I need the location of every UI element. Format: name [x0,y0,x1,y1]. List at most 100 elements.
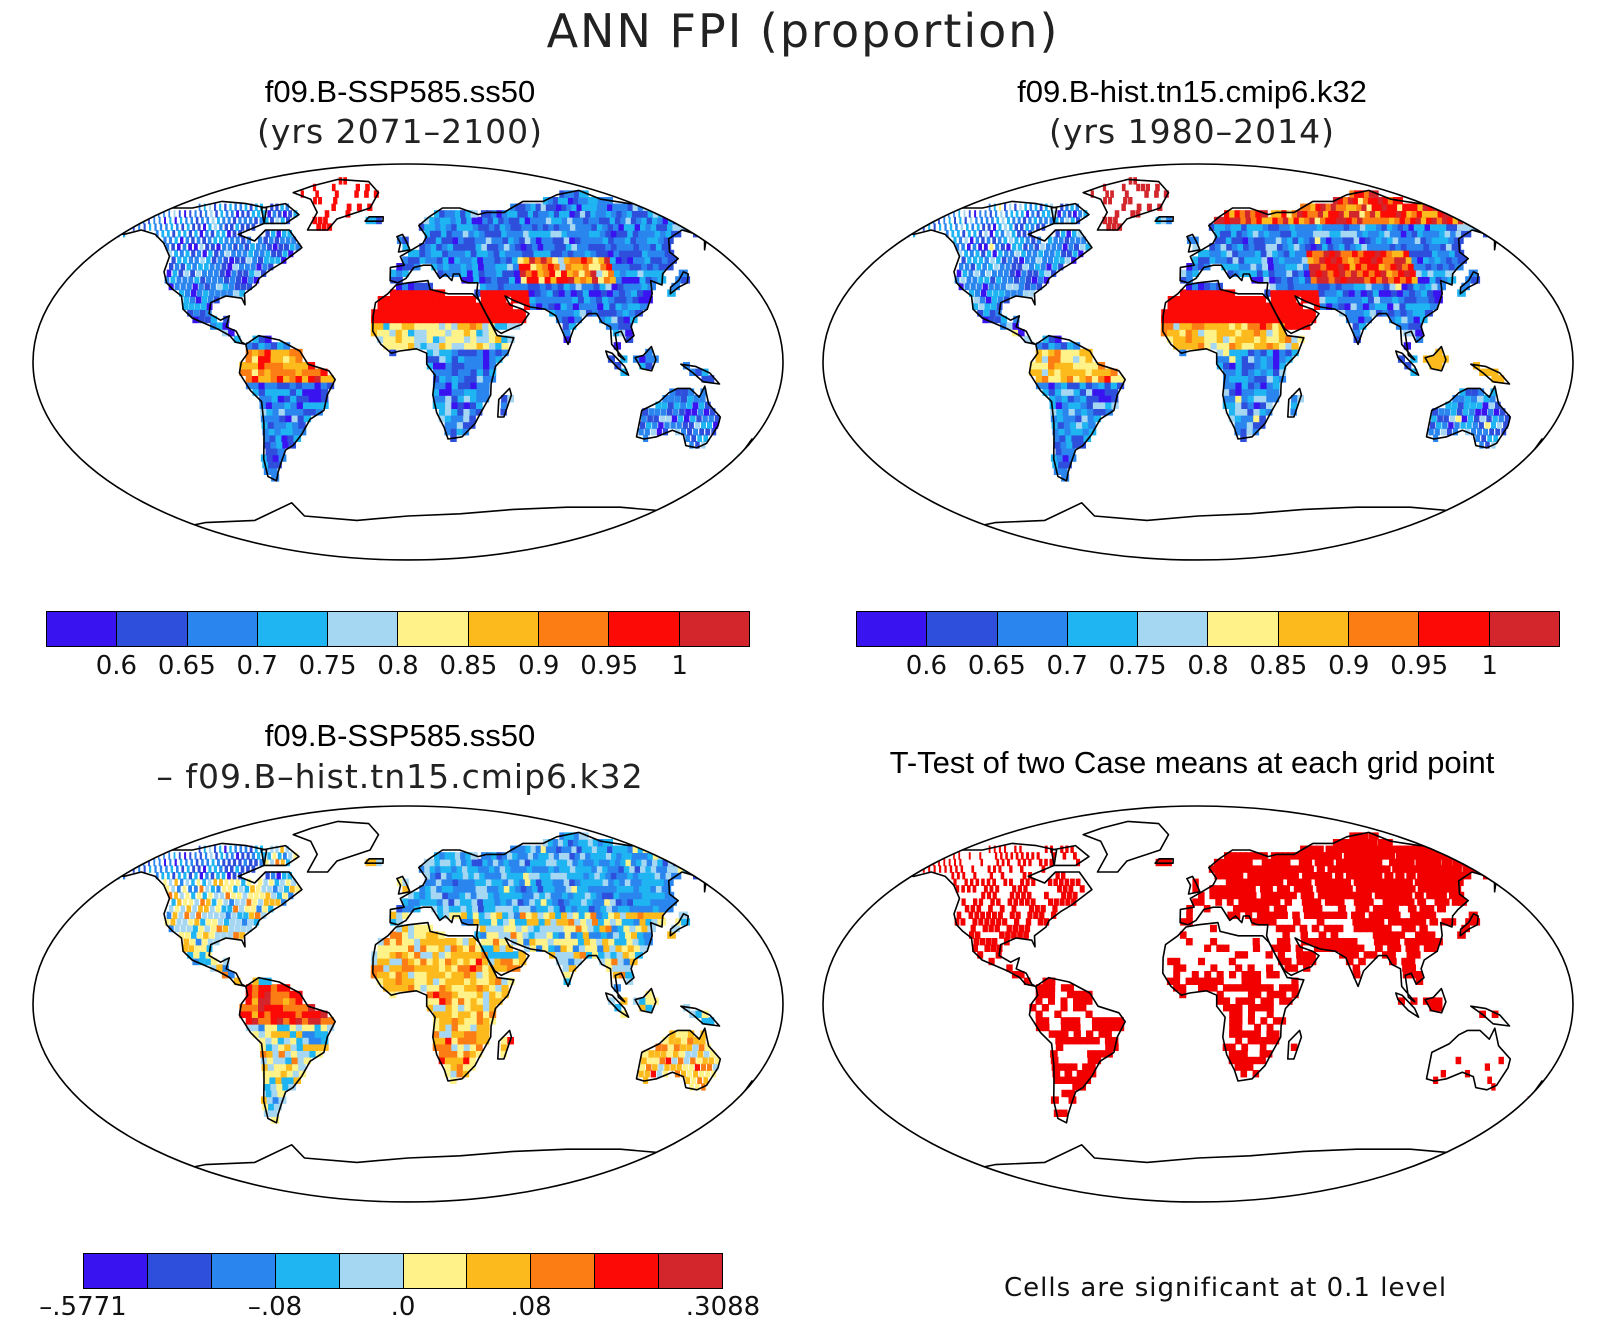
map-grid-cell [694,858,706,867]
map-grid-cell [700,388,707,396]
map-grid-cell [645,276,655,284]
map-grid-cell [246,223,250,231]
map-grid-cell [277,388,285,396]
map-grid-cell [550,249,559,258]
map-grid-cell [694,223,705,231]
map-grid-cell [414,924,421,933]
map-grid-cell [508,276,517,284]
map-grid-cell [922,216,924,225]
map-grid-cell [172,911,178,919]
map-grid-cell [500,1050,507,1058]
map-grid-cell [1029,362,1037,370]
map-grid-cell [177,885,181,893]
map-grid-cell [1247,388,1255,396]
map-grid-cell [1253,414,1260,423]
map-grid-cell [483,1010,490,1018]
map-grid-cell [561,203,571,211]
map-grid-cell [1308,315,1317,324]
map-grid-cell [239,845,243,853]
map-grid-cell [633,243,643,251]
map-grid-cell [592,256,602,264]
map-grid-cell [408,335,415,343]
map-grid-cell [1354,223,1364,231]
map-grid-cell [752,447,756,456]
map-grid-cell [1108,197,1112,205]
map-grid-cell [516,249,525,258]
map-grid-cell [1056,408,1064,416]
map-grid-cell [476,990,484,999]
map-grid-cell [969,216,973,225]
map-grid-cell [665,1056,672,1065]
map-grid-cell [692,401,699,409]
map-grid-cell [685,1050,691,1058]
map-grid-cell [980,269,985,277]
map-grid-cell [1060,342,1068,350]
map-grid-cell [697,408,704,416]
map-grid-cell [507,263,515,271]
map-grid-cell [1246,302,1254,310]
map-grid-cell [1210,342,1218,350]
map-grid-cell [302,1023,310,1032]
map-grid-cell [1246,223,1254,231]
map-grid-cell [254,249,259,258]
map-grid-cell [395,944,403,952]
map-grid-cell [582,931,591,939]
map-grid-cell [258,256,264,264]
map-grid-cell [1471,428,1477,436]
map-grid-cell [1070,236,1075,244]
map-grid-cell [240,898,246,906]
map-grid-cell [620,216,630,225]
map-grid-cell [426,931,434,939]
map-grid-cell [580,878,590,886]
map-grid-cell [599,315,607,324]
map-grid-cell [1215,249,1222,258]
map-grid-cell [1357,197,1368,205]
map-grid-cell [232,858,237,867]
map-grid-cell [201,216,204,225]
map-grid-cell [520,918,529,926]
map-grid-cell [622,885,632,893]
map-grid-cell [192,263,197,271]
map-grid-cell [1085,375,1093,383]
map-grid-cell [694,216,706,225]
map-grid-cell [1383,216,1394,225]
map-grid-cell [1414,322,1423,330]
map-grid-cell [1069,414,1077,423]
map-grid-cell [1054,355,1062,363]
map-grid-cell [476,1023,484,1032]
map-grid-cell [1397,223,1407,231]
map-grid-cell [264,388,273,396]
map-grid-cell [486,243,495,251]
map-grid-cell [1376,276,1385,284]
map-grid-cell [184,852,187,860]
map-grid-cell [444,1056,452,1065]
map-grid-cell [476,355,484,363]
map-grid-cell [1260,381,1268,390]
map-grid-cell [467,223,475,231]
map-grid-cell [1054,375,1062,383]
map-grid-cell [432,1043,440,1051]
map-grid-cell [694,865,705,873]
map-grid-cell [591,223,601,231]
map-grid-cell [539,891,548,900]
map-grid-cell [545,924,554,933]
map-grid-cell [201,858,204,867]
map-grid-cell [1228,414,1236,423]
map-grid-cell [420,309,428,317]
map-grid-cell [549,309,557,317]
map-grid-cell [1036,236,1042,244]
map-grid-cell [395,289,403,297]
map-grid-cell [435,230,443,238]
map-grid-cell [445,990,453,999]
map-grid-cell [1343,210,1353,218]
map-grid-cell [1274,230,1283,238]
map-grid-cell [444,302,452,310]
map-grid-cell [609,858,620,867]
map-grid-cell [395,971,403,979]
map-grid-cell [492,216,501,225]
map-grid-cell [630,878,640,886]
map-grid-cell [401,296,409,304]
map-grid-cell [932,203,934,211]
map-grid-cell [414,309,422,317]
map-grid-cell [442,891,450,900]
